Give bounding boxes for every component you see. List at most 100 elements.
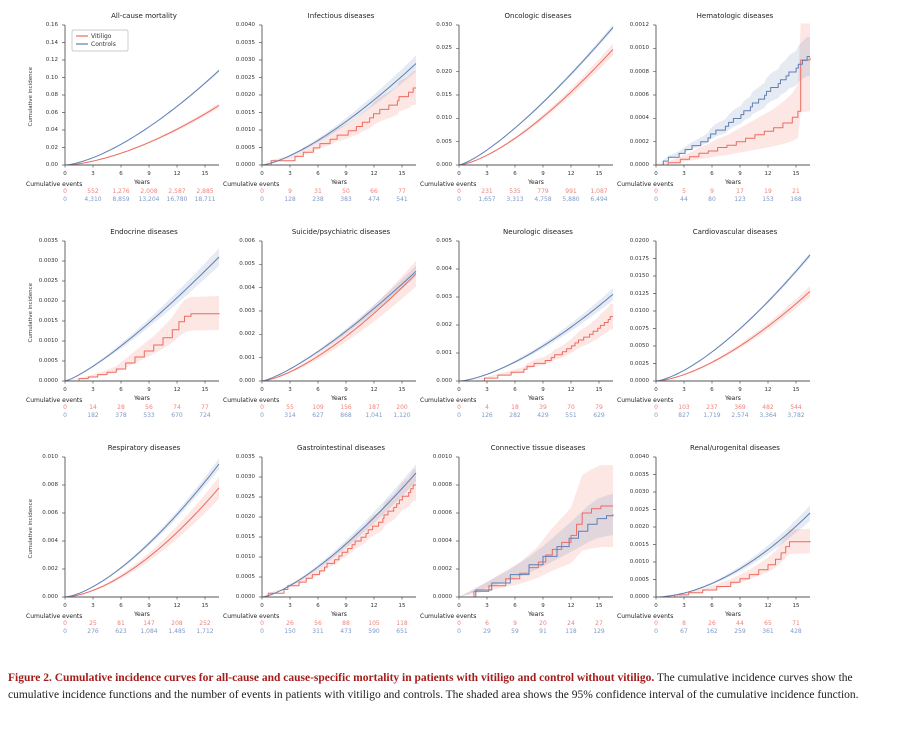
events-value: 56 [314,620,322,627]
x-tick-label: 3 [91,603,95,609]
y-tick-labels: 0.000 0.002 0.004 0.006 0.008 0.010 [35,454,61,603]
events-value: 0 [457,628,461,635]
y-tick-labels: 0.000 0.001 0.002 0.003 0.004 0.005 [429,238,455,387]
cumulative-events-label: Cumulative events [223,613,280,620]
events-value: 252 [199,620,211,627]
axis-tick-marks [62,456,206,600]
y-tick-label: 0.010 [436,115,452,122]
cumulative-events-label: Cumulative events [420,613,477,620]
y-tick-label: 0.16 [45,22,58,28]
events-value: 123 [734,196,746,203]
legend-vitiligo-label: Vitiligo [91,33,112,40]
y-tick-label: 0.006 [42,510,58,516]
x-tick-label: 6 [119,171,123,177]
events-value: 79 [595,404,603,411]
y-tick-label: 0.0020 [235,514,255,520]
events-value: 627 [312,412,324,419]
panel-title: Neurologic diseases [503,228,573,236]
x-tick-label: 6 [710,603,714,609]
x-tick-label: 6 [119,603,123,609]
x-axis-label: Years [134,179,150,186]
x-tick-label: 6 [316,387,320,393]
y-axis-label-text: Cumulative incidence [27,283,34,343]
x-tick-label: 3 [485,171,489,177]
legend-box [71,29,129,52]
events-value: 44 [680,196,688,203]
events-value: 0 [457,404,461,411]
events-value: 1,087 [590,188,608,195]
y-tick-label: 0.000 [436,378,452,384]
vitiligo-line [65,313,220,382]
axis-caption-row: Years Cumulative events [420,611,617,620]
x-tick-label: 9 [344,171,348,177]
x-tick-label: 9 [344,387,348,393]
chart-canvas [653,23,811,168]
events-value: 50 [342,188,350,195]
events-row-controls: 0 1,657 3,313 4,758 5,880 6,494 [420,196,617,204]
y-tick-label: 0.0000 [629,594,649,600]
events-value: 314 [284,412,296,419]
x-axis-label: Years [528,395,544,402]
y-tick-label: 0.005 [239,261,255,268]
chart-canvas [62,456,220,600]
panel-cardiovascular-diseases: Cardiovascular diseases 0.0000 0.0025 0.005… [617,228,814,420]
y-tick-label: 0.0050 [629,343,649,349]
events-value: 4,310 [84,196,102,203]
x-tick-labels: 0 3 6 9 12 15 [420,387,617,395]
y-axis-label-text: Cumulative incidence [27,499,34,559]
events-value: 103 [678,404,690,411]
controls-line [64,256,220,382]
events-value: 182 [87,412,99,419]
events-value: 868 [340,412,352,419]
events-row-vitiligo: 0 231 535 779 991 1,087 [420,188,617,196]
events-value: 473 [340,628,352,635]
events-value: 0 [260,188,264,195]
events-value: 311 [312,628,324,635]
plot-row: Cumulative incidence 0.0000 0.0005 0.0010 0.… [26,238,223,387]
events-value: 26 [708,620,716,627]
events-value: 0 [654,188,658,195]
x-axis-label: Years [528,611,544,618]
events-value: 474 [368,196,380,203]
axis-caption-row: Years Cumulative events [617,179,814,188]
events-value: 590 [368,628,380,635]
y-axis-label [420,23,429,171]
events-value: 44 [736,620,744,627]
x-tick-label: 15 [792,603,800,609]
x-tick-label: 9 [738,171,742,177]
events-value: 2,008 [140,188,158,195]
vitiligo-line [656,541,811,598]
panel-title: Cardiovascular diseases [692,228,778,236]
y-tick-label: 0.0000 [235,594,255,600]
x-tick-labels: 0 3 6 9 12 15 [420,171,617,179]
y-tick-label: 0.0000 [432,594,452,600]
x-axis-label: Years [134,611,150,618]
events-value: 77 [398,188,406,195]
y-tick-label: 0.0000 [235,162,255,168]
events-value: 428 [790,628,802,635]
events-row-controls: 0 67 162 259 361 428 [617,628,814,636]
events-value: 109 [312,404,324,411]
events-value: 623 [115,628,127,635]
y-tick-label: 0.002 [239,331,255,338]
x-tick-label: 9 [541,387,545,393]
y-tick-label: 0.0020 [629,524,649,530]
y-tick-label: 0.006 [239,238,255,244]
x-tick-label: 0 [260,603,264,609]
cumulative-events-label: Cumulative events [26,397,83,404]
events-value: 670 [171,412,183,419]
plot-row: 0.0000 0.0005 0.0010 0.0015 0.0020 0.0025 0.00… [223,22,420,171]
axis-tick-marks [456,24,600,168]
y-tick-label: 0.002 [42,566,58,572]
panel-infectious-diseases: Infectious diseases 0.0000 0.0005 0.0010 0.0… [223,12,420,204]
events-value: 259 [734,628,746,635]
vitiligo-ci-band [262,71,416,165]
axis-tick-marks [259,240,403,384]
axis-tick-marks [62,24,206,168]
panel-title: Respiratory diseases [107,444,181,452]
events-value: 0 [63,188,67,195]
events-row-vitiligo: 0 14 28 56 74 77 [26,404,223,412]
events-value: 0 [457,196,461,203]
plot-row: 0.0000 0.0002 0.0004 0.0006 0.0008 0.0010 [420,454,617,603]
vitiligo-line [64,487,220,598]
